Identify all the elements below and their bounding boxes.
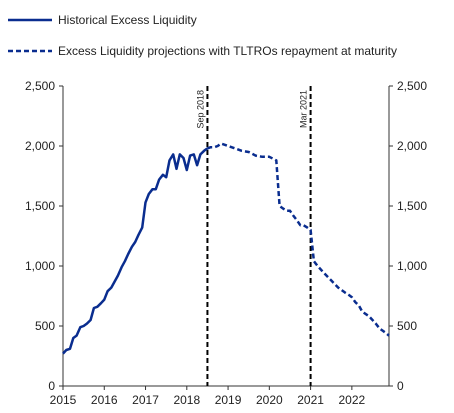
y-tick-label-left: 500 <box>35 319 55 333</box>
legend-label-historical: Historical Excess Liquidity <box>58 13 197 27</box>
x-tick-label: 2020 <box>256 393 283 407</box>
y-tick-label-left: 2,500 <box>25 79 55 93</box>
y-tick-label-left: 1,500 <box>25 199 55 213</box>
y-tick-label-left: 1,000 <box>25 259 55 273</box>
x-tick-label: 2017 <box>132 393 159 407</box>
legend-label-projection: Excess Liquidity projections with TLTROs… <box>58 44 397 58</box>
y-tick-label-left: 0 <box>48 379 55 393</box>
y-tick-label-right: 2,500 <box>397 79 427 93</box>
series-line-projection <box>206 142 390 337</box>
y-tick-label-right: 500 <box>397 319 417 333</box>
y-tick-label-right: 2,000 <box>397 139 427 153</box>
y-tick-label-right: 1,000 <box>397 259 427 273</box>
y-tick-label-right: 1,500 <box>397 199 427 213</box>
x-tick-label: 2019 <box>215 393 242 407</box>
x-tick-label: 2022 <box>339 393 366 407</box>
marker-label: Mar 2021 <box>299 90 309 128</box>
plot-area: 0 0 500 500 1,000 1,000 1,500 1,500 2,000 2,000 2,… <box>25 79 427 407</box>
marker-label: Sep 2018 <box>195 90 205 129</box>
legend: Historical Excess Liquidity Excess Liqui… <box>8 13 397 58</box>
y-tick-label-left: 2,000 <box>25 139 55 153</box>
series-line-historical <box>62 147 209 355</box>
y-tick-label-right: 0 <box>397 379 404 393</box>
x-tick-label: 2015 <box>50 393 77 407</box>
x-tick-label: 2018 <box>173 393 200 407</box>
x-tick-label: 2016 <box>91 393 118 407</box>
x-tick-label: 2021 <box>297 393 324 407</box>
